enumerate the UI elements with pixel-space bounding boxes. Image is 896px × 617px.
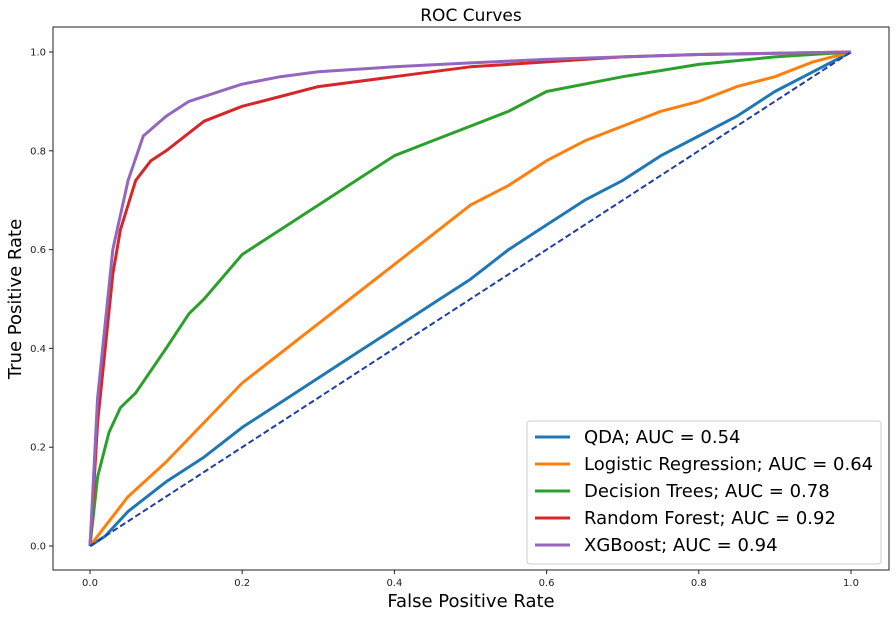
series-line-3 <box>88 50 852 547</box>
legend-entry: Logistic Regression; AUC = 0.64 <box>584 454 873 475</box>
y-tick-label: 1.0 <box>30 48 46 59</box>
series-line-2 <box>88 50 852 547</box>
x-tick-label: 0.6 <box>539 578 555 589</box>
legend-entry: XGBoost; AUC = 0.94 <box>584 535 778 556</box>
x-tick-label: 0.4 <box>386 578 402 589</box>
x-tick-label: 0.2 <box>234 578 250 589</box>
series-line-0 <box>89 50 852 548</box>
baseline-diagonal <box>89 51 852 547</box>
series-line-1 <box>88 50 852 547</box>
series-line-4 <box>88 50 852 547</box>
legend-entry: Decision Trees; AUC = 0.78 <box>584 481 830 502</box>
y-tick-label: 0.8 <box>30 146 46 157</box>
y-tick-label: 0.4 <box>30 344 46 355</box>
legend-entry: Random Forest; AUC = 0.92 <box>584 508 836 529</box>
y-tick-label: 0.6 <box>30 245 46 256</box>
y-axis-label: True Positive Rate <box>5 219 26 380</box>
x-tick-label: 0.8 <box>691 578 707 589</box>
x-tick-label: 0.0 <box>82 578 98 589</box>
y-tick-label: 0.2 <box>30 443 46 454</box>
chart-title: ROC Curves <box>420 6 522 26</box>
legend: QDA; AUC = 0.54 Logistic Regression; AUC … <box>526 420 882 565</box>
plot-frame <box>52 26 890 571</box>
x-axis-label: False Positive Rate <box>387 591 554 612</box>
legend-entry: QDA; AUC = 0.54 <box>584 427 740 448</box>
y-tick-label: 0.0 <box>30 542 46 553</box>
x-tick-label: 1.0 <box>843 578 859 589</box>
legend-box <box>526 420 882 565</box>
